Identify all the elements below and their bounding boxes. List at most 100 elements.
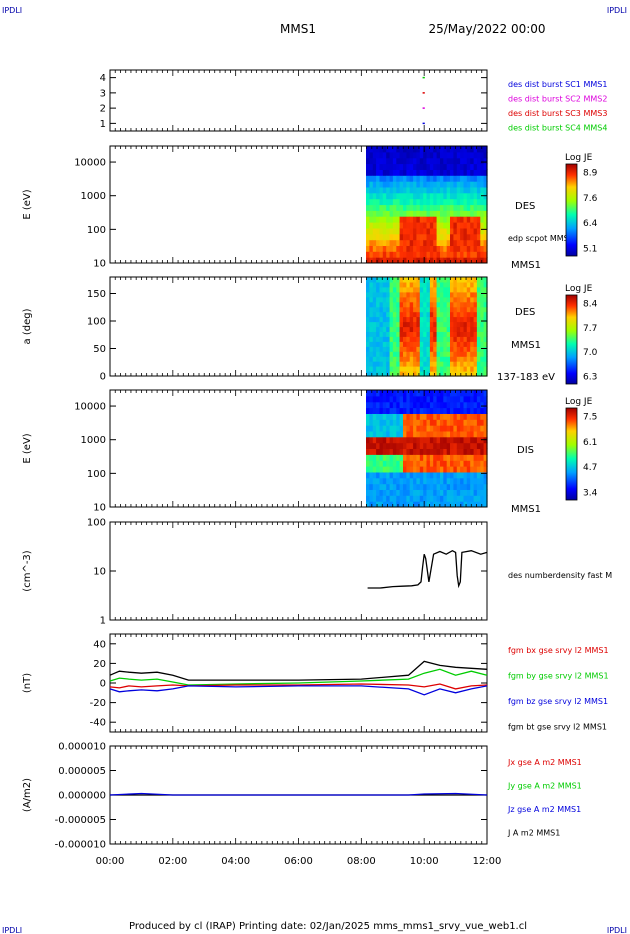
- mission-title: MMS1: [280, 22, 316, 36]
- heatmap-cell: [483, 448, 488, 455]
- heatmap-cell: [426, 326, 431, 332]
- colorbar-tick-label: 6.4: [583, 219, 598, 229]
- heatmap-cell: [443, 442, 448, 449]
- heatmap-cell: [433, 301, 438, 308]
- heatmap-cell: [379, 361, 384, 367]
- heatmap-cell: [366, 346, 370, 352]
- heatmap-cell: [473, 430, 478, 438]
- datetime-title: 25/May/2022 00:00: [428, 22, 545, 36]
- heatmap-cell: [480, 401, 485, 409]
- heatmap-cell: [409, 326, 414, 332]
- y-tick-label: 3: [100, 88, 106, 99]
- heatmap-cell: [470, 291, 475, 298]
- heatmap-cell: [440, 227, 444, 235]
- heatmap-cell: [440, 356, 444, 362]
- heatmap-cell: [470, 425, 475, 432]
- heatmap-cell: [473, 306, 478, 313]
- heatmap-cell: [399, 257, 404, 264]
- heatmap-cell: [470, 175, 475, 182]
- heatmap-cell: [369, 251, 374, 258]
- heatmap-cell: [429, 336, 434, 342]
- heatmap-cell: [463, 442, 468, 449]
- heatmap-cell: [386, 257, 391, 264]
- heatmap-cell: [416, 489, 421, 496]
- heatmap-cell: [396, 281, 401, 288]
- heatmap-cell: [456, 390, 461, 397]
- heatmap-cell: [369, 425, 374, 432]
- heatmap-cell: [423, 361, 428, 367]
- heatmap-cell: [423, 454, 428, 461]
- heatmap-cell: [369, 419, 374, 426]
- heatmap-cell: [483, 425, 488, 432]
- heatmap-cell: [466, 186, 471, 194]
- legend-entry: des dist burst SC4 MMS4: [508, 124, 607, 133]
- heatmap-cell: [372, 175, 377, 182]
- heatmap-cell: [483, 311, 488, 318]
- heatmap-cell: [470, 477, 475, 485]
- heatmap-cell: [450, 336, 454, 342]
- heatmap-cell: [450, 277, 454, 283]
- heatmap-cell: [392, 407, 397, 414]
- heatmap-cell: [382, 257, 387, 264]
- y-axis-label: (nT): [22, 673, 33, 693]
- heatmap-cell: [403, 371, 407, 377]
- heatmap-cell: [406, 157, 411, 165]
- heatmap-cell: [413, 210, 418, 217]
- heatmap-cell: [406, 419, 411, 426]
- heatmap-cell: [379, 501, 384, 508]
- heatmap-cell: [406, 286, 411, 293]
- heatmap-cell: [470, 245, 475, 252]
- heatmap-cell: [460, 483, 465, 490]
- heatmap-cell: [413, 471, 418, 479]
- heatmap-cell: [470, 192, 475, 200]
- heatmap-cell: [426, 186, 431, 194]
- heatmap-cell: [453, 356, 458, 362]
- heatmap-cell: [456, 477, 461, 485]
- heatmap-cell: [392, 186, 397, 194]
- heatmap-cell: [416, 281, 421, 288]
- heatmap-cell: [399, 413, 404, 420]
- heatmap-cell: [406, 425, 411, 432]
- heatmap-cell: [473, 175, 478, 182]
- heatmap-cell: [366, 251, 370, 258]
- heatmap-cell: [379, 401, 384, 409]
- heatmap-cell: [392, 395, 397, 403]
- heatmap-cell: [429, 175, 434, 182]
- heatmap-cell: [463, 286, 468, 293]
- heatmap-cell: [483, 419, 488, 426]
- heatmap-cell: [456, 181, 461, 188]
- heatmap-cell: [473, 413, 478, 420]
- y-tick-label: 100: [87, 518, 106, 529]
- heatmap-cell: [399, 442, 404, 449]
- heatmap-cell: [386, 442, 391, 449]
- heatmap-cell: [456, 277, 461, 283]
- heatmap-cell: [450, 245, 454, 252]
- heatmap-cell: [392, 448, 397, 455]
- heatmap-cell: [466, 281, 471, 288]
- heatmap-cell: [379, 222, 384, 229]
- heatmap-cell: [450, 251, 454, 258]
- heatmap-cell: [460, 454, 465, 461]
- heatmap-cell: [389, 151, 394, 159]
- heatmap-cell: [369, 501, 374, 508]
- heatmap-cell: [450, 198, 454, 206]
- heatmap-cell: [419, 390, 424, 397]
- heatmap-cell: [372, 483, 377, 490]
- heatmap-cell: [396, 436, 401, 444]
- heatmap-cell: [476, 186, 481, 194]
- y-axis-label: E (eV): [22, 189, 33, 219]
- heatmap-cell: [376, 401, 381, 409]
- heatmap-cell: [399, 239, 404, 246]
- heatmap-cell: [446, 181, 451, 188]
- heatmap-cell: [456, 163, 461, 170]
- heatmap-cell: [483, 198, 488, 206]
- heatmap-cell: [470, 501, 475, 508]
- heatmap-cell: [379, 413, 384, 420]
- heatmap-cell: [389, 227, 394, 235]
- heatmap-cell: [372, 239, 377, 246]
- heatmap-cell: [392, 301, 397, 308]
- time-tick-label: 02:00: [158, 856, 187, 867]
- heatmap-cell: [413, 454, 418, 461]
- heatmap-cell: [429, 341, 434, 347]
- heatmap-cell: [466, 331, 471, 337]
